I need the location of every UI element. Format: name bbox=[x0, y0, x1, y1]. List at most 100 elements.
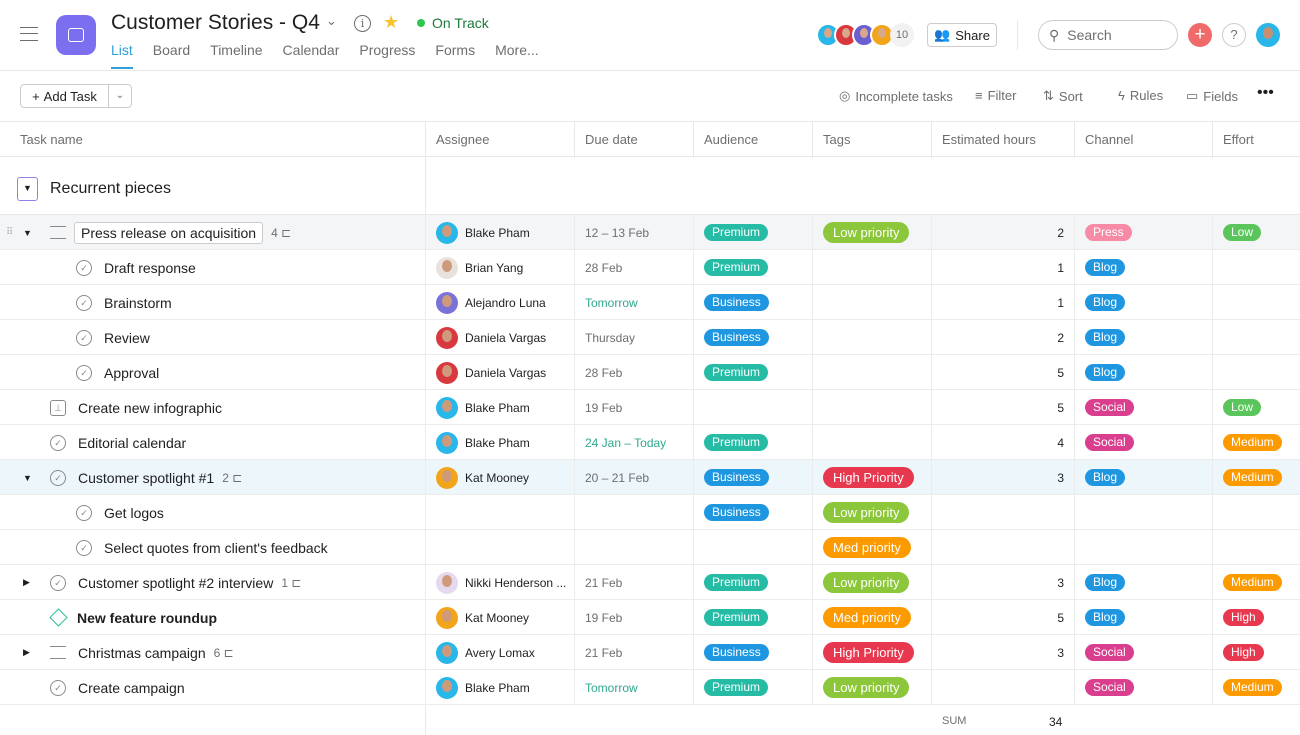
due-date-cell[interactable]: 21 Feb bbox=[574, 635, 693, 670]
task-name-cell[interactable]: ✓ Editorial calendar bbox=[0, 425, 425, 460]
task-name[interactable]: Review bbox=[104, 329, 150, 346]
subtask-count[interactable]: 1 ⊏ bbox=[281, 576, 301, 590]
task-name[interactable]: Select quotes from client's feedback bbox=[104, 539, 328, 556]
channel-cell[interactable]: Blog bbox=[1074, 285, 1212, 320]
assignee-cell[interactable] bbox=[425, 530, 574, 565]
assignee-cell[interactable]: Daniela Vargas bbox=[425, 320, 574, 355]
effort-cell[interactable] bbox=[1212, 495, 1300, 530]
channel-badge[interactable]: Social bbox=[1085, 679, 1134, 696]
table-row[interactable]: ✓ Select quotes from client's feedback Med… bbox=[0, 530, 1300, 565]
task-name[interactable]: Christmas campaign bbox=[78, 644, 206, 661]
estimated-hours-cell[interactable]: 5 bbox=[931, 600, 1074, 635]
audience-badge[interactable]: Premium bbox=[704, 434, 769, 451]
channel-cell[interactable] bbox=[1074, 495, 1212, 530]
column-header-effort[interactable]: Effort bbox=[1212, 122, 1300, 158]
assignee-cell[interactable]: Blake Pham bbox=[425, 670, 574, 705]
effort-badge[interactable]: High bbox=[1223, 644, 1264, 661]
estimated-hours-cell[interactable]: 3 bbox=[931, 565, 1074, 600]
audience-badge[interactable]: Business bbox=[704, 504, 769, 521]
priority-tag[interactable]: Med priority bbox=[823, 537, 911, 558]
table-row[interactable]: ▼ ✓ Customer spotlight #1 2 ⊏ Kat Mooney 20 –… bbox=[0, 460, 1300, 495]
due-date-cell[interactable]: 20 – 21 Feb bbox=[574, 460, 693, 495]
task-name[interactable]: Customer spotlight #2 interview bbox=[78, 574, 274, 591]
subtask-parent-icon[interactable] bbox=[50, 226, 66, 239]
section-title[interactable]: Recurrent pieces bbox=[50, 180, 171, 197]
assignee-cell[interactable]: Blake Pham bbox=[425, 425, 574, 460]
check-circle-icon[interactable]: ✓ bbox=[76, 259, 92, 276]
table-row[interactable]: ✓ Approval Daniela Vargas 28 Feb Premium 5 Blo… bbox=[0, 355, 1300, 390]
channel-cell[interactable]: Press bbox=[1074, 215, 1212, 250]
check-circle-icon[interactable]: ✓ bbox=[76, 329, 92, 346]
priority-tag[interactable]: High Priority bbox=[823, 467, 914, 488]
channel-badge[interactable]: Blog bbox=[1085, 574, 1126, 591]
effort-badge[interactable]: High bbox=[1223, 609, 1264, 626]
check-circle-icon[interactable]: ✓ bbox=[50, 434, 66, 451]
channel-badge[interactable]: Press bbox=[1085, 224, 1132, 241]
tab-board[interactable]: Board bbox=[152, 42, 191, 58]
tags-cell[interactable] bbox=[812, 355, 931, 390]
channel-badge[interactable]: Blog bbox=[1085, 469, 1126, 486]
tags-cell[interactable] bbox=[812, 425, 931, 460]
audience-cell[interactable]: Premium bbox=[693, 355, 812, 390]
effort-cell[interactable]: Medium bbox=[1212, 425, 1300, 460]
effort-cell[interactable] bbox=[1212, 320, 1300, 355]
channel-cell[interactable]: Social bbox=[1074, 670, 1212, 705]
table-row[interactable]: New feature roundup Kat Mooney 19 Feb Premi… bbox=[0, 600, 1300, 635]
estimated-hours-cell[interactable] bbox=[931, 670, 1074, 705]
estimated-hours-cell[interactable]: 2 bbox=[931, 215, 1074, 250]
estimated-hours-cell[interactable]: 1 bbox=[931, 250, 1074, 285]
milestone-diamond-icon[interactable] bbox=[49, 608, 68, 627]
audience-cell[interactable] bbox=[693, 390, 812, 425]
task-name[interactable]: Create new infographic bbox=[78, 399, 222, 416]
chevron-down-icon[interactable]: ⌄ bbox=[326, 13, 337, 28]
channel-badge[interactable]: Social bbox=[1085, 644, 1134, 661]
table-row[interactable]: ⠿ ▼ Press release on acquisition 4 ⊏ Blake P… bbox=[0, 215, 1300, 250]
task-name[interactable]: New feature roundup bbox=[77, 609, 218, 626]
tags-cell[interactable]: Med priority bbox=[812, 530, 931, 565]
due-date-cell[interactable]: 19 Feb bbox=[574, 600, 693, 635]
task-name[interactable]: Get logos bbox=[104, 504, 164, 521]
channel-badge[interactable]: Blog bbox=[1085, 329, 1126, 346]
task-name-cell[interactable]: ✓ Approval bbox=[20, 355, 425, 390]
rules-button[interactable]: ϟ Rules bbox=[1118, 88, 1163, 103]
project-status[interactable]: On Track bbox=[432, 15, 489, 31]
effort-cell[interactable]: High bbox=[1212, 635, 1300, 670]
tags-cell[interactable]: High Priority bbox=[812, 460, 931, 495]
due-date-cell[interactable]: 19 Feb bbox=[574, 390, 693, 425]
assignee-cell[interactable]: Kat Mooney bbox=[425, 460, 574, 495]
effort-badge[interactable]: Medium bbox=[1223, 679, 1282, 696]
star-icon[interactable]: ★ bbox=[383, 12, 400, 32]
audience-cell[interactable]: Premium bbox=[693, 215, 812, 250]
audience-badge[interactable]: Premium bbox=[704, 679, 769, 696]
estimated-hours-cell[interactable]: 4 bbox=[931, 425, 1074, 460]
tab-forms[interactable]: Forms bbox=[435, 42, 476, 58]
audience-badge[interactable]: Business bbox=[704, 469, 769, 486]
effort-cell[interactable]: Low bbox=[1212, 390, 1300, 425]
column-header-task-name[interactable]: Task name bbox=[20, 132, 83, 147]
effort-badge[interactable]: Low bbox=[1223, 224, 1262, 241]
assignee-cell[interactable]: Alejandro Luna bbox=[425, 285, 574, 320]
channel-cell[interactable]: Blog bbox=[1074, 600, 1212, 635]
task-name[interactable]: Brainstorm bbox=[104, 294, 172, 311]
estimated-hours-cell[interactable] bbox=[931, 530, 1074, 565]
column-header-assignee[interactable]: Assignee bbox=[425, 122, 574, 158]
effort-badge[interactable]: Medium bbox=[1223, 469, 1282, 486]
channel-cell[interactable] bbox=[1074, 530, 1212, 565]
task-name[interactable]: Customer spotlight #1 bbox=[78, 469, 215, 486]
channel-badge[interactable]: Blog bbox=[1085, 364, 1126, 381]
project-members[interactable]: 10 bbox=[816, 23, 914, 47]
table-row[interactable]: ✓ Review Daniela Vargas Thursday Business 2 Bl… bbox=[0, 320, 1300, 355]
task-name-cell[interactable]: ▼ ✓ Customer spotlight #1 2 ⊏ bbox=[0, 460, 425, 495]
task-name-cell[interactable]: ✓ Create campaign bbox=[0, 670, 425, 705]
column-header-estimated-hours[interactable]: Estimated hours bbox=[931, 122, 1074, 158]
column-header-channel[interactable]: Channel bbox=[1074, 122, 1212, 158]
estimated-hours-cell[interactable]: 2 bbox=[931, 320, 1074, 355]
task-name-cell[interactable]: ✓ Brainstorm bbox=[20, 285, 425, 320]
check-circle-icon[interactable]: ✓ bbox=[76, 364, 92, 381]
search-input[interactable]: ⚲ Search bbox=[1038, 20, 1178, 50]
due-date-cell[interactable]: 28 Feb bbox=[574, 250, 693, 285]
priority-tag[interactable]: Low priority bbox=[823, 502, 910, 523]
tab-calendar[interactable]: Calendar bbox=[282, 42, 340, 58]
task-name[interactable]: Create campaign bbox=[78, 679, 185, 696]
audience-cell[interactable] bbox=[693, 530, 812, 565]
